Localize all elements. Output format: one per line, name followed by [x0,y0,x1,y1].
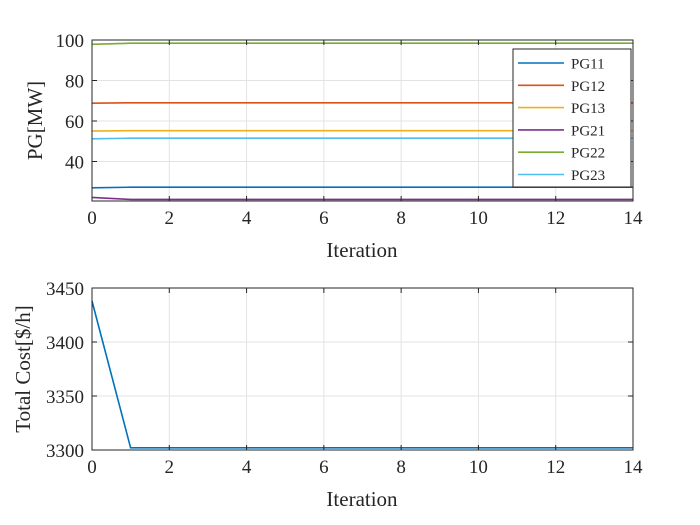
legend-label-pg22: PG22 [571,146,605,162]
x-tick-label: 4 [242,208,252,229]
x-tick-label: 10 [469,208,488,229]
x-tick-label: 12 [546,457,565,478]
y-tick-label: 3400 [46,333,84,354]
pg21-line [91,196,633,201]
series-lines [91,42,633,201]
x-axis-label: Iteration [326,238,398,262]
generator-output-chart: 0 2 4 6 8 10 12 14 40 60 80 100 Iteration PG[MW] P… [23,31,643,262]
x-tick-label: 12 [546,208,565,229]
axes-box [91,39,634,202]
y-tick-labels: 40 60 80 100 [56,31,85,174]
legend-label-pg21: PG21 [571,123,605,139]
y-tick-label: 3300 [46,441,84,462]
x-tick-label: 2 [165,208,175,229]
x-tick-label: 6 [319,208,329,229]
x-tick-label: 6 [319,457,329,478]
x-tick-label: 2 [165,457,175,478]
legend-items: PG11 PG12 PG13 PG21 PG22 PG23 [518,57,605,184]
y-tick-label: 60 [65,112,84,133]
total-cost-line [91,300,633,449]
pg22-line [91,42,633,46]
legend-label-pg13: PG13 [571,101,605,117]
legend-label-pg11: PG11 [571,57,605,73]
legend-label-pg23: PG23 [571,168,605,184]
x-tick-label: 14 [624,457,644,478]
x-tick-label: 4 [242,457,252,478]
x-tick-label: 0 [87,208,97,229]
x-tick-labels: 0 2 4 6 8 10 12 14 [87,457,643,478]
y-tick-label: 40 [65,153,84,174]
ticks [91,287,634,451]
x-tick-label: 8 [396,457,406,478]
plot-area [92,288,633,450]
total-cost-chart: 0 2 4 6 8 10 12 14 3300 3350 3400 3450 Iteration T… [11,279,643,511]
x-tick-label: 10 [469,457,488,478]
legend: PG11 PG12 PG13 PG21 PG22 PG23 [512,48,632,188]
y-tick-label: 3350 [46,387,84,408]
y-axis-label: Total Cost[$/h] [11,305,35,432]
y-tick-labels: 3300 3350 3400 3450 [46,279,84,462]
y-tick-label: 3450 [46,279,84,300]
x-tick-labels: 0 2 4 6 8 10 12 14 [87,208,643,229]
x-tick-label: 8 [396,208,406,229]
legend-box [512,48,632,188]
series-lines [91,300,633,449]
x-tick-label: 14 [624,208,644,229]
y-tick-label: 80 [65,72,84,93]
x-tick-label: 0 [87,457,97,478]
y-tick-label: 100 [56,31,85,52]
legend-label-pg12: PG12 [571,79,605,95]
axes-box [91,287,634,451]
x-axis-label: Iteration [326,487,398,511]
y-axis-label: PG[MW] [23,81,47,160]
